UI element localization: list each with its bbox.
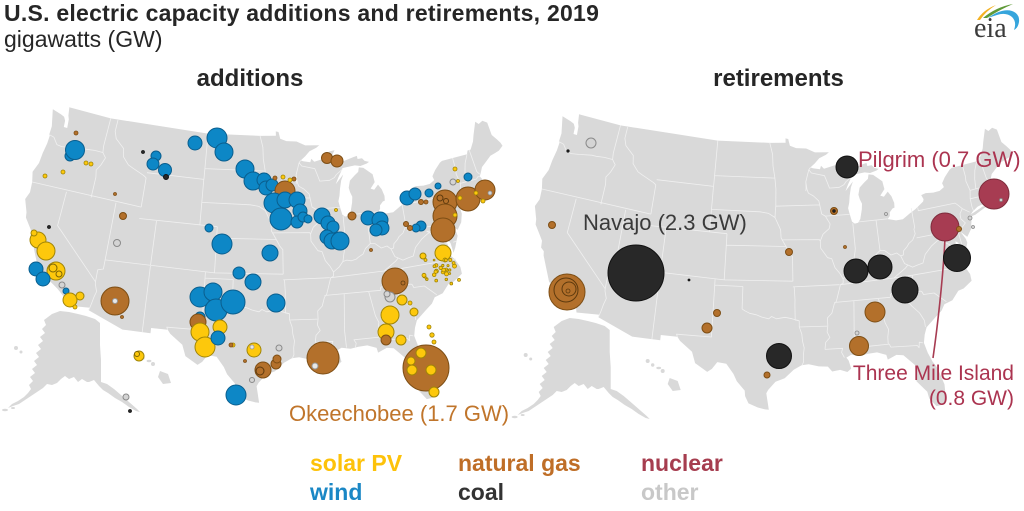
svg-text:eia: eia (974, 13, 1007, 44)
